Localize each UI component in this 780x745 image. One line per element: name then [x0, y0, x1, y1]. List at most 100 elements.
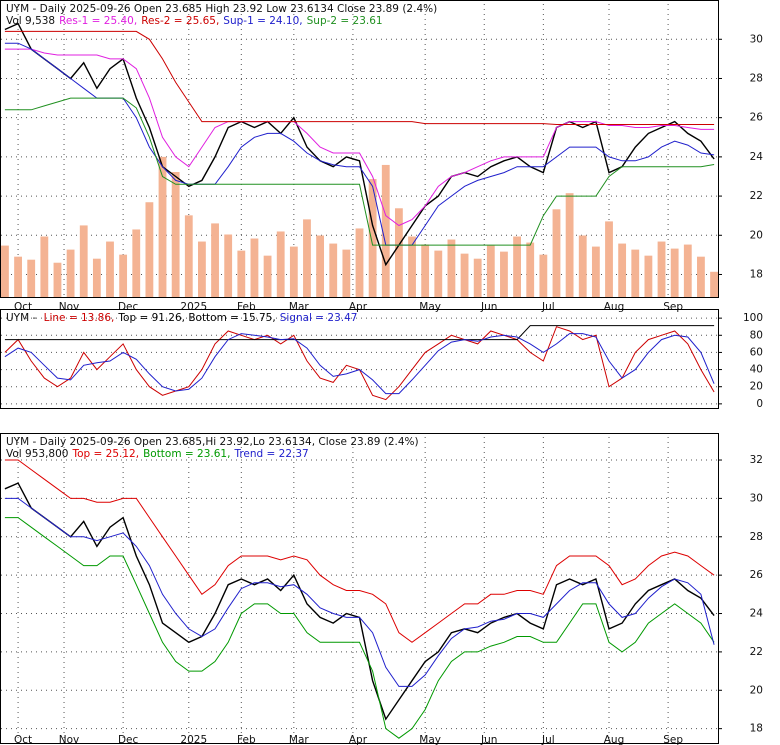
legend-entry: Line = 13.86, — [44, 312, 115, 324]
volume-bar — [631, 249, 640, 298]
volume-bar — [106, 241, 114, 298]
y-tick-label: 30 — [750, 492, 763, 504]
plot-frame — [0, 433, 719, 744]
volume-bar — [329, 243, 338, 298]
legend-entry: Bottom = 23.61, — [143, 448, 230, 460]
y-tick-label: 28 — [750, 531, 763, 543]
panel-subtitle: Vol 953,800 Top = 25.12, Bottom = 23.61, Tr… — [6, 448, 309, 460]
y-tick-label: 22 — [750, 646, 763, 658]
volume-bar — [526, 242, 535, 298]
series-line — [4, 30, 715, 125]
volume-bar — [132, 229, 141, 298]
volume-bar — [500, 251, 508, 298]
series-line — [4, 497, 715, 687]
x-tick-label: 2025 — [180, 734, 207, 745]
volume-bar — [40, 236, 49, 298]
volume-bar — [171, 172, 180, 298]
y-tick-label: 20 — [750, 381, 763, 393]
volume-bar — [618, 243, 627, 298]
legend-entry: Signal = 23.47 — [280, 312, 358, 324]
legend-entry: Top = 25.12, — [71, 448, 139, 460]
volume-bar — [552, 209, 561, 298]
volume-bar — [184, 215, 193, 298]
plot-frame — [0, 309, 719, 409]
y-tick-label: 100 — [743, 312, 763, 324]
x-tick-label: May — [419, 301, 441, 313]
y-tick-label: 30 — [750, 33, 763, 45]
volume-bar — [276, 231, 285, 298]
series-line — [4, 97, 715, 246]
panel-subtitle: Vol 9,538 Res-1 = 25.40, Res-2 = 25.65, Sup… — [6, 15, 383, 27]
volume-bar — [710, 271, 718, 298]
volume-bar — [92, 258, 101, 298]
volume-bar — [565, 193, 574, 298]
panel-title: UYM - Daily 2025-09-26 Open 23.685,Hi 23… — [6, 436, 419, 448]
volume-bar — [513, 236, 521, 298]
x-tick-label: Apr — [349, 734, 368, 745]
x-tick-label: Jul — [541, 301, 555, 313]
series-line — [4, 48, 715, 227]
volume-bar — [237, 250, 246, 298]
x-tick-label: Jun — [480, 301, 497, 313]
x-tick-label: Dec — [118, 734, 139, 745]
y-tick-label: 18 — [750, 268, 763, 280]
panel-title: UYM - Line = 13.86, Top = 91.26, Bottom =… — [6, 312, 358, 324]
volume-bar — [355, 228, 364, 298]
y-tick-label: 26 — [750, 112, 764, 124]
y-tick-label: 18 — [750, 723, 763, 735]
y-tick-label: 20 — [750, 684, 763, 696]
volume-bar — [145, 202, 154, 298]
volume-bar — [657, 241, 666, 298]
y-tick-label: 22 — [750, 190, 763, 202]
x-tick-label: Sep — [663, 734, 683, 745]
volume-bar — [119, 254, 128, 298]
volume-bar — [66, 249, 75, 298]
volume-bar — [1, 245, 9, 298]
volume-bar — [79, 225, 88, 298]
volume-bar — [342, 249, 351, 298]
x-tick-label: Aug — [604, 734, 625, 745]
volume-bar — [14, 256, 22, 298]
volume-bar — [224, 234, 233, 298]
volume-bar — [408, 236, 416, 298]
y-tick-label: 24 — [750, 151, 764, 163]
volume-bar — [316, 235, 325, 298]
series-line — [4, 333, 715, 395]
series-line — [4, 325, 715, 341]
volume-bar — [198, 241, 206, 298]
volume-bar — [303, 219, 311, 298]
volume-bar — [27, 259, 36, 298]
legend-entry: Top = 91.26, Bottom = 15.75, — [117, 312, 275, 324]
volume-bar — [434, 250, 443, 298]
volume-bar — [211, 223, 219, 298]
y-tick-label: 40 — [750, 364, 763, 376]
volume-bar — [591, 246, 600, 298]
y-tick-label: 0 — [756, 398, 763, 410]
volume-bar — [381, 164, 390, 298]
y-tick-label: 80 — [750, 329, 763, 341]
y-tick-label: 32 — [750, 454, 763, 466]
panel-title: UYM - Daily 2025-09-26 Open 23.685 High … — [6, 3, 437, 15]
volume-bar — [263, 255, 272, 298]
volume-bar — [250, 238, 259, 298]
volume-bar — [289, 246, 298, 298]
volume-bar — [421, 244, 430, 298]
volume-bar — [368, 179, 377, 298]
x-tick-label: Nov — [59, 734, 80, 745]
volume-bar — [697, 256, 705, 298]
legend-entry: Sup-2 = 23.61 — [307, 15, 383, 27]
legend-entry: Sup-1 = 24.10, — [223, 15, 302, 27]
x-tick-label: May — [419, 734, 441, 745]
x-tick-label: Feb — [237, 734, 256, 745]
plot-frame — [0, 0, 719, 298]
y-tick-label: 24 — [750, 608, 764, 620]
volume-bar — [158, 156, 167, 298]
volume-bar — [670, 248, 679, 298]
volume-bar — [605, 221, 613, 298]
x-tick-label: Sep — [663, 301, 683, 313]
legend-entry: Res-2 = 25.65, — [141, 15, 219, 27]
y-tick-label: 28 — [750, 72, 763, 84]
